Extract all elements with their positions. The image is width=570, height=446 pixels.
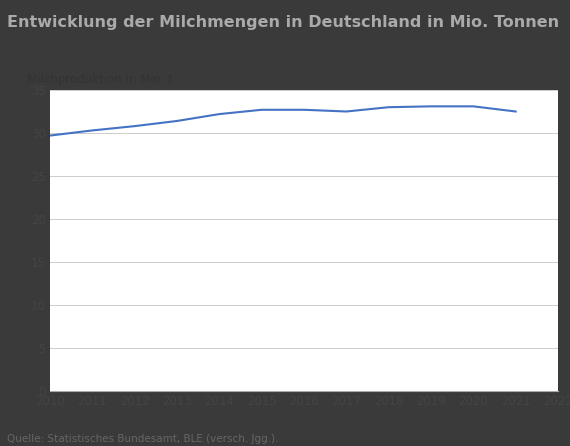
Text: Entwicklung der Milchmengen in Deutschland in Mio. Tonnen: Entwicklung der Milchmengen in Deutschla…	[7, 15, 560, 30]
Text: Quelle: Statistisches Bundesamt, BLE (versch. Jgg.).: Quelle: Statistisches Bundesamt, BLE (ve…	[7, 434, 279, 444]
Text: Milchproduktion in Mio. t: Milchproduktion in Mio. t	[27, 73, 173, 86]
